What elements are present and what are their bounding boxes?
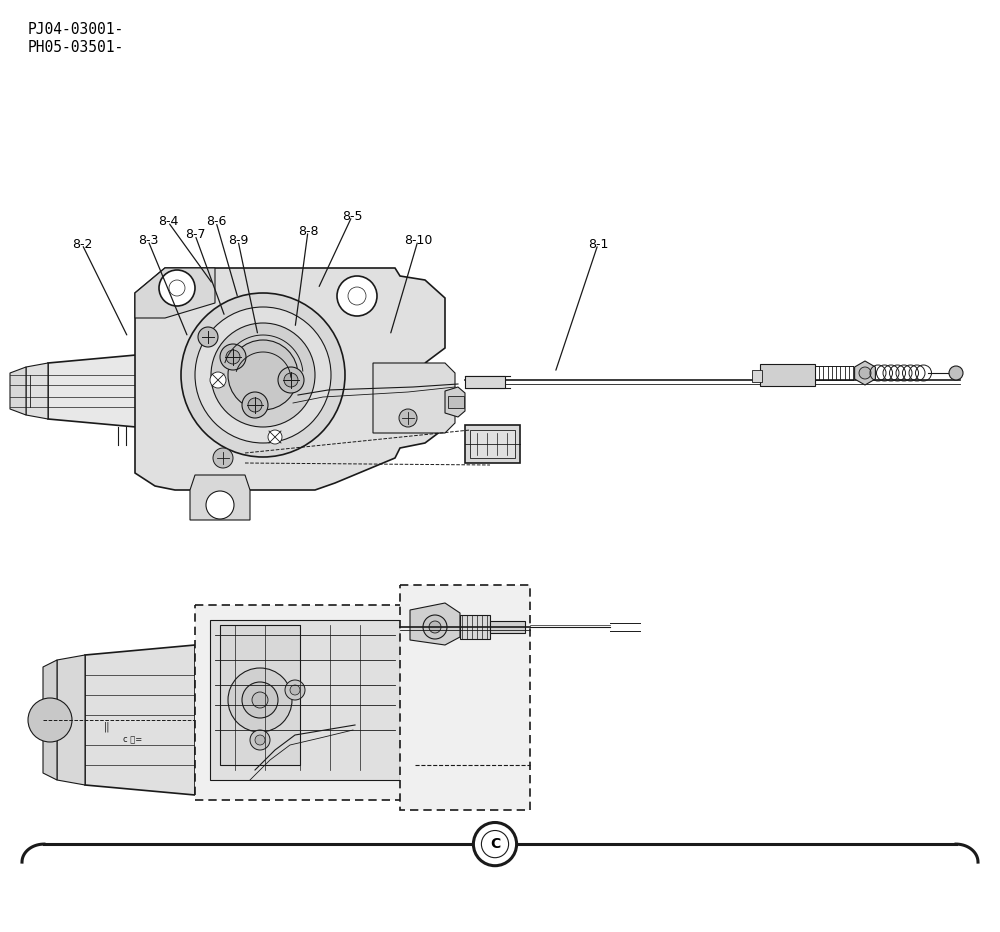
Text: ||: || (104, 722, 110, 733)
Bar (195, 605, 415, 800)
Polygon shape (26, 363, 48, 419)
Circle shape (255, 735, 265, 745)
Circle shape (210, 372, 226, 388)
Bar (400, 585, 530, 810)
Text: 8-6: 8-6 (206, 215, 226, 228)
Bar (220, 625, 300, 765)
Text: 8-4: 8-4 (158, 215, 178, 228)
Circle shape (28, 698, 72, 742)
Circle shape (268, 430, 282, 444)
Text: 8-1: 8-1 (588, 238, 608, 251)
Circle shape (169, 280, 185, 296)
Circle shape (220, 344, 246, 370)
Circle shape (481, 830, 509, 857)
Polygon shape (85, 645, 195, 795)
Bar (760, 364, 815, 386)
Text: C: C (490, 837, 500, 851)
Text: 8-3: 8-3 (138, 234, 158, 247)
Text: 8-8: 8-8 (298, 225, 318, 238)
Circle shape (949, 366, 963, 380)
Circle shape (228, 668, 292, 732)
Polygon shape (43, 660, 57, 780)
Circle shape (211, 323, 315, 427)
Polygon shape (445, 387, 465, 417)
Text: PJ04-03001-: PJ04-03001- (28, 22, 124, 37)
Circle shape (213, 448, 233, 468)
Text: 8-7: 8-7 (185, 228, 205, 241)
Circle shape (250, 730, 270, 750)
Circle shape (473, 823, 517, 866)
Circle shape (228, 340, 298, 410)
Circle shape (248, 398, 262, 412)
Circle shape (252, 692, 268, 708)
Circle shape (399, 409, 417, 427)
Circle shape (181, 293, 345, 457)
Circle shape (423, 615, 447, 639)
Bar (465, 425, 520, 463)
Circle shape (859, 367, 871, 379)
Polygon shape (373, 363, 455, 433)
Polygon shape (48, 355, 136, 427)
Bar (470, 430, 515, 458)
Bar (490, 621, 525, 633)
Circle shape (348, 287, 366, 305)
Circle shape (242, 392, 268, 418)
Circle shape (278, 367, 304, 393)
Polygon shape (410, 603, 460, 645)
Polygon shape (135, 268, 445, 490)
Circle shape (206, 491, 234, 519)
Text: 8-10: 8-10 (404, 234, 432, 247)
Circle shape (242, 682, 278, 718)
Text: PH05-03501-: PH05-03501- (28, 40, 124, 55)
Circle shape (226, 350, 240, 364)
Polygon shape (855, 361, 875, 385)
Circle shape (284, 373, 298, 387)
Polygon shape (10, 367, 26, 415)
Bar (460, 615, 490, 639)
Bar (210, 620, 400, 780)
Bar (448, 396, 464, 408)
Polygon shape (190, 475, 250, 520)
Text: c ⌒=: c ⌒= (123, 735, 142, 744)
Text: 8-5: 8-5 (342, 210, 362, 223)
Circle shape (285, 680, 305, 700)
Bar (465, 376, 505, 388)
Circle shape (198, 327, 218, 347)
Text: 8-2: 8-2 (72, 238, 92, 251)
Bar (752, 370, 762, 382)
Polygon shape (135, 268, 215, 318)
Polygon shape (57, 655, 85, 785)
Text: 8-9: 8-9 (228, 234, 248, 247)
Circle shape (159, 270, 195, 306)
Circle shape (337, 276, 377, 316)
Circle shape (290, 685, 300, 695)
Circle shape (195, 307, 331, 443)
Circle shape (429, 621, 441, 633)
